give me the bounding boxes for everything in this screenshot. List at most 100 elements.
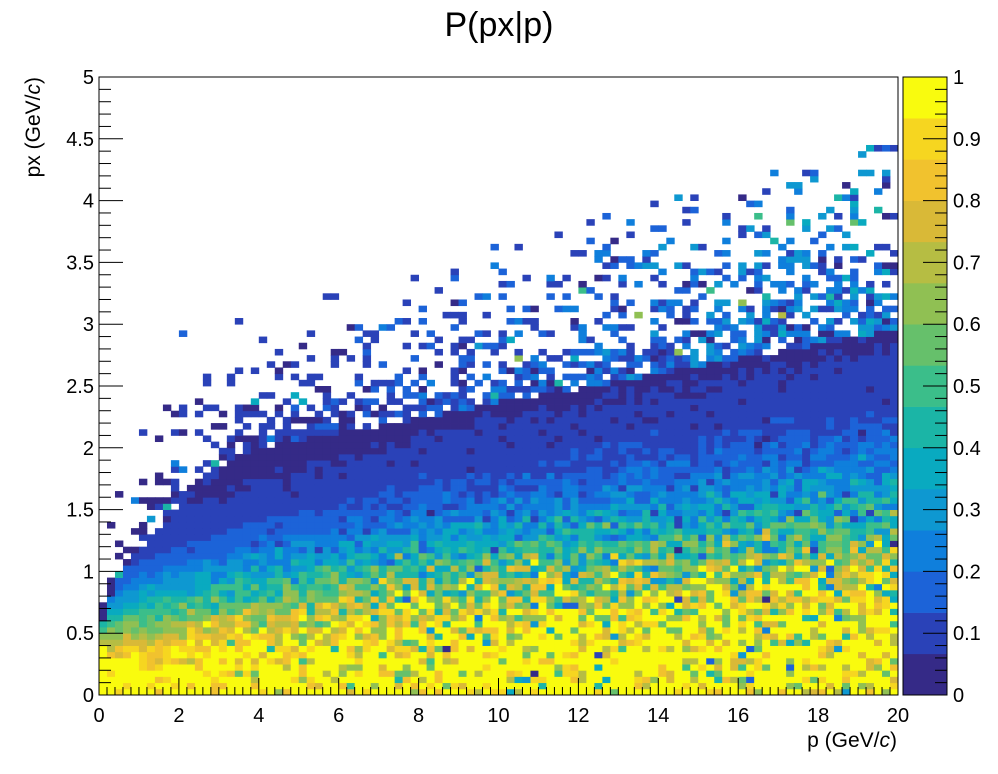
heatmap-cell [722,682,731,690]
heatmap-cell [370,565,380,572]
heatmap-cell [290,521,300,529]
heatmap-cell [778,633,787,640]
heatmap-cell [594,484,603,492]
heatmap-cell [194,528,204,535]
heatmap-cell [530,460,539,467]
heatmap-cell [714,466,723,473]
heatmap-cell [410,509,419,517]
heatmap-cell [474,608,483,616]
heatmap-cell [690,447,699,455]
heatmap-cell [746,491,755,498]
heatmap-cell [378,361,388,368]
heatmap-cell [258,688,268,696]
heatmap-cell [634,515,643,523]
heatmap-cell [170,497,180,504]
heatmap-cell [730,472,739,480]
heatmap-cell [234,453,244,461]
heatmap-cell [530,453,539,461]
heatmap-cell [258,633,268,640]
heatmap-cell [106,627,116,634]
heatmap-cell [258,565,268,572]
heatmap-cell [410,583,419,591]
heatmap-cell [826,243,835,251]
heatmap-cell [474,528,483,535]
heatmap-cell [530,633,539,640]
heatmap-cell [698,379,707,387]
heatmap-cell [682,627,691,634]
heatmap-cell [794,355,803,362]
heatmap-cell [194,484,204,492]
heatmap-cell [522,664,531,671]
heatmap-cell [738,447,747,455]
heatmap-cell [666,509,675,517]
heatmap-cell [690,416,699,424]
heatmap-cell [514,447,523,455]
heatmap-cell [498,336,507,344]
heatmap-cell [810,571,819,578]
heatmap-cell [562,410,571,418]
heatmap-cell [546,472,555,480]
heatmap-cell [682,355,691,362]
heatmap-cell [354,429,364,436]
heatmap-cell [674,614,683,622]
heatmap-cell [794,688,803,696]
heatmap-cell [802,324,811,331]
heatmap-cell [762,330,771,337]
heatmap-cell [762,274,771,282]
heatmap-cell [834,546,843,554]
heatmap-cell [122,589,132,597]
heatmap-cell [714,528,723,535]
heatmap-cell [402,491,412,498]
heatmap-cell [738,688,747,696]
heatmap-cell [434,608,443,616]
heatmap-cell [610,589,619,597]
heatmap-cell [554,503,563,510]
heatmap-cell [826,206,835,214]
heatmap-cell [578,608,587,616]
heatmap-cell [730,497,739,504]
heatmap-cell [610,293,619,300]
heatmap-cell [362,651,372,659]
heatmap-cell [506,577,515,585]
heatmap-cell [346,472,356,480]
heatmap-cell [258,491,268,498]
heatmap-cell [610,614,619,622]
heatmap-cell [474,676,483,684]
heatmap-cell [826,657,835,665]
heatmap-cell [562,460,571,467]
heatmap-cell [722,367,731,375]
heatmap-cell [266,528,276,535]
heatmap-cell [826,324,835,331]
heatmap-cell [394,491,404,498]
heatmap-cell [682,497,691,504]
heatmap-cell [474,330,483,337]
heatmap-cell [250,552,260,560]
heatmap-cell [282,670,292,677]
heatmap-cell [394,627,404,634]
heatmap-cell [770,491,779,498]
heatmap-cell [178,651,188,659]
heatmap-cell [834,410,843,418]
heatmap-cell [210,404,220,412]
heatmap-cell [402,670,412,677]
heatmap-cell [594,664,603,671]
heatmap-cell [210,596,220,603]
heatmap-cell [474,478,483,486]
heatmap-cell [794,398,803,405]
heatmap-cell [226,565,236,572]
heatmap-cell [138,577,148,585]
heatmap-cell [514,410,523,418]
heatmap-cell [170,540,180,548]
heatmap-cell [218,515,228,523]
heatmap-cell [506,404,515,412]
heatmap-cell [730,336,739,344]
heatmap-cell [770,682,779,690]
heatmap-cell [626,416,635,424]
heatmap-cell [626,559,635,566]
heatmap-cell [250,472,260,480]
heatmap-cell [298,608,308,616]
heatmap-cell [786,546,795,554]
heatmap-cell [554,682,563,690]
heatmap-cell [450,503,459,510]
heatmap-cell [698,503,707,510]
